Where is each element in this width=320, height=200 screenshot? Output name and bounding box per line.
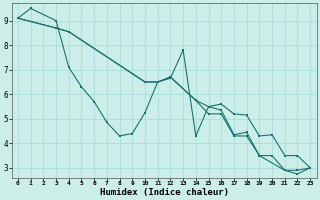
X-axis label: Humidex (Indice chaleur): Humidex (Indice chaleur) xyxy=(100,188,228,197)
